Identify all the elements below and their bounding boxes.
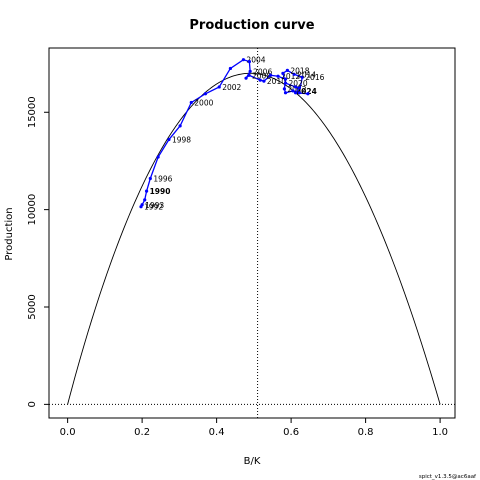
y-tick-label: 15000 <box>27 96 38 128</box>
trajectory-point <box>281 71 285 75</box>
trajectory-point <box>297 91 301 95</box>
year-label: 1992 <box>144 203 163 212</box>
year-label: 2008 <box>252 71 271 80</box>
trajectory-point <box>178 124 182 128</box>
year-label: 2016 <box>305 73 324 82</box>
trajectory-point <box>140 203 144 207</box>
trajectory-point <box>217 85 221 89</box>
year-label: 1996 <box>153 174 172 183</box>
x-tick-label: 0.4 <box>209 427 225 438</box>
year-label: 2002 <box>222 83 241 92</box>
footer-text: spict_v1.3.5@ac6aaf <box>419 474 477 480</box>
plot-area: 0.0 0.2 0.4 0.6 0.8 1.00500010000150001992199… <box>27 47 456 438</box>
chart-title: Production curve <box>189 18 314 33</box>
trajectory-point <box>203 92 208 96</box>
trajectory-point <box>143 198 147 202</box>
x-tick-label: 0.8 <box>358 427 374 438</box>
trajectory-point <box>283 77 288 81</box>
trajectory-point <box>300 75 304 79</box>
trajectory-point <box>189 100 193 105</box>
year-label: 2004 <box>246 56 265 65</box>
y-tick-label: 5000 <box>27 294 38 319</box>
y-tick-label: 10000 <box>27 194 38 226</box>
trajectory-point <box>276 74 280 78</box>
trajectory-point <box>241 58 246 62</box>
year-label: 2014 <box>297 70 316 79</box>
trajectory-point <box>247 60 251 64</box>
year-label: 2000 <box>194 99 213 108</box>
year-label: 2022 <box>287 85 306 94</box>
year-label: 2012 <box>281 72 300 81</box>
year-label: 2010 <box>267 77 286 86</box>
trajectory-point <box>269 73 273 77</box>
trajectory-point <box>291 89 295 93</box>
year-label: 2018 <box>290 66 309 75</box>
year-label: 1993 <box>145 201 164 210</box>
trajectory-point <box>148 176 152 181</box>
x-tick-label: 0.0 <box>60 427 76 438</box>
year-label: 2006 <box>253 67 272 76</box>
trajectory-point <box>144 189 149 193</box>
trajectory-point <box>262 79 266 83</box>
trajectory-point <box>283 81 288 85</box>
trajectory-point <box>156 155 160 159</box>
trajectory-point <box>167 137 171 142</box>
year-label: 2024 <box>296 87 317 96</box>
year-label: 2020 <box>289 79 308 88</box>
trajectory-point <box>293 85 298 89</box>
trajectory-point <box>297 86 301 90</box>
trajectory-point <box>293 91 298 95</box>
year-label: 1990 <box>150 187 171 196</box>
trajectory-point <box>248 69 252 73</box>
trajectory-point <box>285 68 289 72</box>
year-label: 1998 <box>172 136 191 145</box>
trajectory-point <box>292 72 296 76</box>
plot-frame <box>48 47 456 419</box>
x-axis-label: B/K <box>244 456 261 467</box>
trajectory-point <box>247 73 251 77</box>
x-tick-label: 0.2 <box>134 427 150 438</box>
y-tick-label: 0 <box>27 401 38 407</box>
x-tick-label: 1.0 <box>432 427 448 438</box>
trajectory-point <box>283 91 288 95</box>
y-axis-label: Production <box>4 207 15 260</box>
trajectory-point <box>228 66 232 71</box>
x-tick-label: 0.6 <box>283 427 299 438</box>
trajectory-point <box>258 78 262 82</box>
trajectory-point <box>306 92 310 96</box>
trajectory-point <box>244 76 248 80</box>
trajectory-point <box>282 87 287 91</box>
production-curve-line <box>67 72 441 405</box>
